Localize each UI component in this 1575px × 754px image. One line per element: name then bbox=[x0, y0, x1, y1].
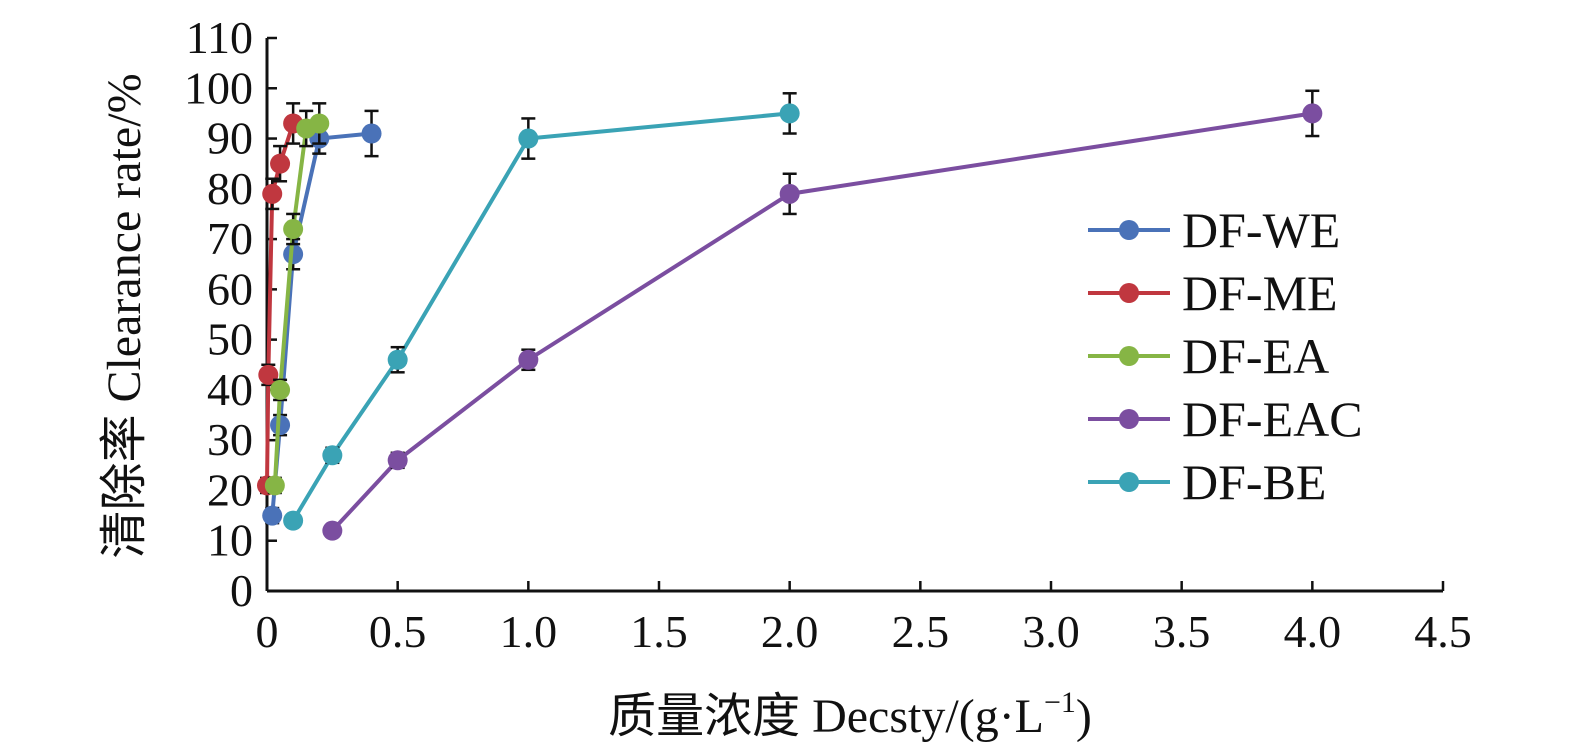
y-tick-label: 90 bbox=[207, 113, 253, 164]
series-df-me bbox=[257, 102, 304, 496]
y-tick-label: 0 bbox=[230, 565, 253, 616]
y-axis-label: 清除率 Clearance rate/% bbox=[98, 73, 151, 558]
data-point bbox=[322, 445, 343, 466]
y-tick-label: 50 bbox=[207, 314, 253, 365]
x-tick-label: 1.5 bbox=[630, 606, 688, 657]
y-tick-label: 80 bbox=[207, 163, 253, 214]
x-axis-label-superscript: −1 bbox=[1044, 686, 1076, 719]
data-point bbox=[309, 113, 330, 134]
legend: DF-WE DF-ME DF-EA DF-EAC DF-BE bbox=[1088, 202, 1363, 510]
y-tick-label: 10 bbox=[207, 515, 253, 566]
data-point bbox=[518, 128, 539, 149]
x-tick-label: 1.0 bbox=[500, 606, 558, 657]
data-point bbox=[387, 450, 408, 471]
series-layer bbox=[257, 89, 1323, 541]
data-point bbox=[1302, 103, 1323, 124]
legend-item: DF-ME bbox=[1088, 265, 1338, 321]
x-tick-label: 0 bbox=[256, 606, 279, 657]
x-axis-label: 质量浓度 Decsty/(g·L−1) bbox=[608, 686, 1092, 743]
data-point bbox=[262, 183, 283, 204]
legend-item: DF-EAC bbox=[1088, 391, 1363, 447]
x-tick-label: 2.5 bbox=[892, 606, 950, 657]
legend-marker bbox=[1119, 283, 1139, 303]
legend-label: DF-EA bbox=[1182, 328, 1329, 384]
data-point bbox=[361, 123, 382, 144]
data-point bbox=[262, 505, 283, 526]
series-df-be bbox=[283, 92, 800, 531]
legend-item: DF-EA bbox=[1088, 328, 1329, 384]
y-tick-label: 110 bbox=[186, 12, 253, 63]
legend-label: DF-EAC bbox=[1182, 391, 1363, 447]
x-axis-label-close: ) bbox=[1076, 690, 1092, 743]
data-point bbox=[283, 244, 304, 265]
data-point bbox=[270, 153, 291, 174]
data-point bbox=[518, 349, 539, 370]
y-tick-label: 30 bbox=[207, 414, 253, 465]
legend-item: DF-WE bbox=[1088, 202, 1340, 258]
series-line bbox=[291, 111, 790, 522]
x-tick-label: 2.0 bbox=[761, 606, 819, 657]
legend-marker bbox=[1119, 346, 1139, 366]
legend-label: DF-ME bbox=[1182, 265, 1338, 321]
legend-marker bbox=[1119, 472, 1139, 492]
y-tick-label: 60 bbox=[207, 263, 253, 314]
series-df-eac bbox=[322, 89, 1323, 541]
legend-marker bbox=[1119, 220, 1139, 240]
x-tick-label: 4.5 bbox=[1414, 606, 1472, 657]
legend-item: DF-BE bbox=[1088, 454, 1326, 510]
series-line bbox=[330, 111, 1313, 533]
data-point bbox=[264, 475, 285, 496]
data-point bbox=[779, 183, 800, 204]
y-tick-label: 20 bbox=[207, 464, 253, 515]
data-point bbox=[387, 349, 408, 370]
y-tick-label: 70 bbox=[207, 213, 253, 264]
data-point bbox=[283, 510, 304, 531]
y-tick-label: 100 bbox=[184, 62, 253, 113]
x-tick-label: 0.5 bbox=[369, 606, 427, 657]
x-axis-label-main: 质量浓度 Decsty/(g·L bbox=[608, 690, 1044, 743]
legend-marker bbox=[1119, 409, 1139, 429]
data-point bbox=[322, 520, 343, 541]
y-tick-label: 40 bbox=[207, 364, 253, 415]
data-point bbox=[283, 219, 304, 240]
x-tick-label: 4.0 bbox=[1284, 606, 1342, 657]
legend-label: DF-WE bbox=[1182, 202, 1340, 258]
data-point bbox=[270, 379, 291, 400]
x-tick-label: 3.0 bbox=[1022, 606, 1080, 657]
legend-label: DF-BE bbox=[1182, 454, 1326, 510]
series-df-ea bbox=[264, 102, 330, 496]
x-tick-label: 3.5 bbox=[1153, 606, 1211, 657]
data-point bbox=[779, 103, 800, 124]
